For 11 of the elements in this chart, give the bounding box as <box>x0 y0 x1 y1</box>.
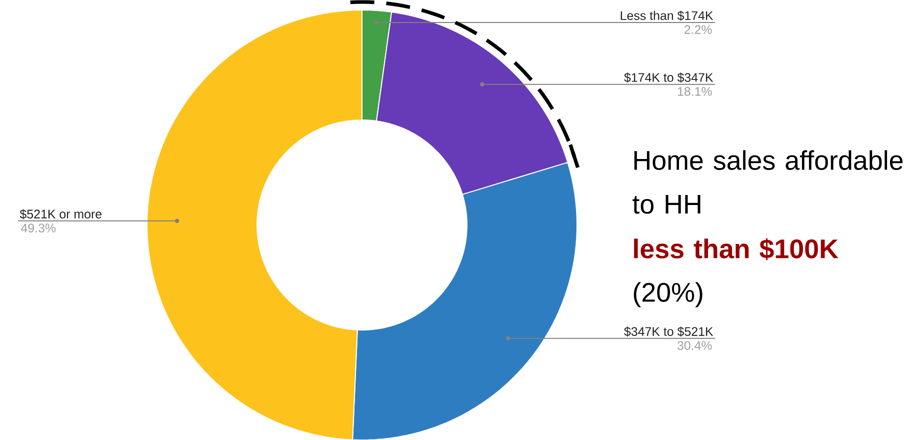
data-label: 18.1% <box>678 86 712 96</box>
text: (20%) <box>634 282 702 308</box>
data-label: 2.2% <box>684 24 712 34</box>
slice-label: $174K to $347K <box>624 72 714 82</box>
text: Home sales affordable to HH <box>632 150 903 214</box>
data-label: 49.3% <box>20 223 56 232</box>
slice-label: $347K to $521K <box>624 326 714 336</box>
slice-label: $521K or more <box>20 208 102 219</box>
slice-label: Less than $174K <box>620 10 714 21</box>
text: less than $100K <box>634 238 838 260</box>
data-label: 30.4% <box>677 340 712 350</box>
